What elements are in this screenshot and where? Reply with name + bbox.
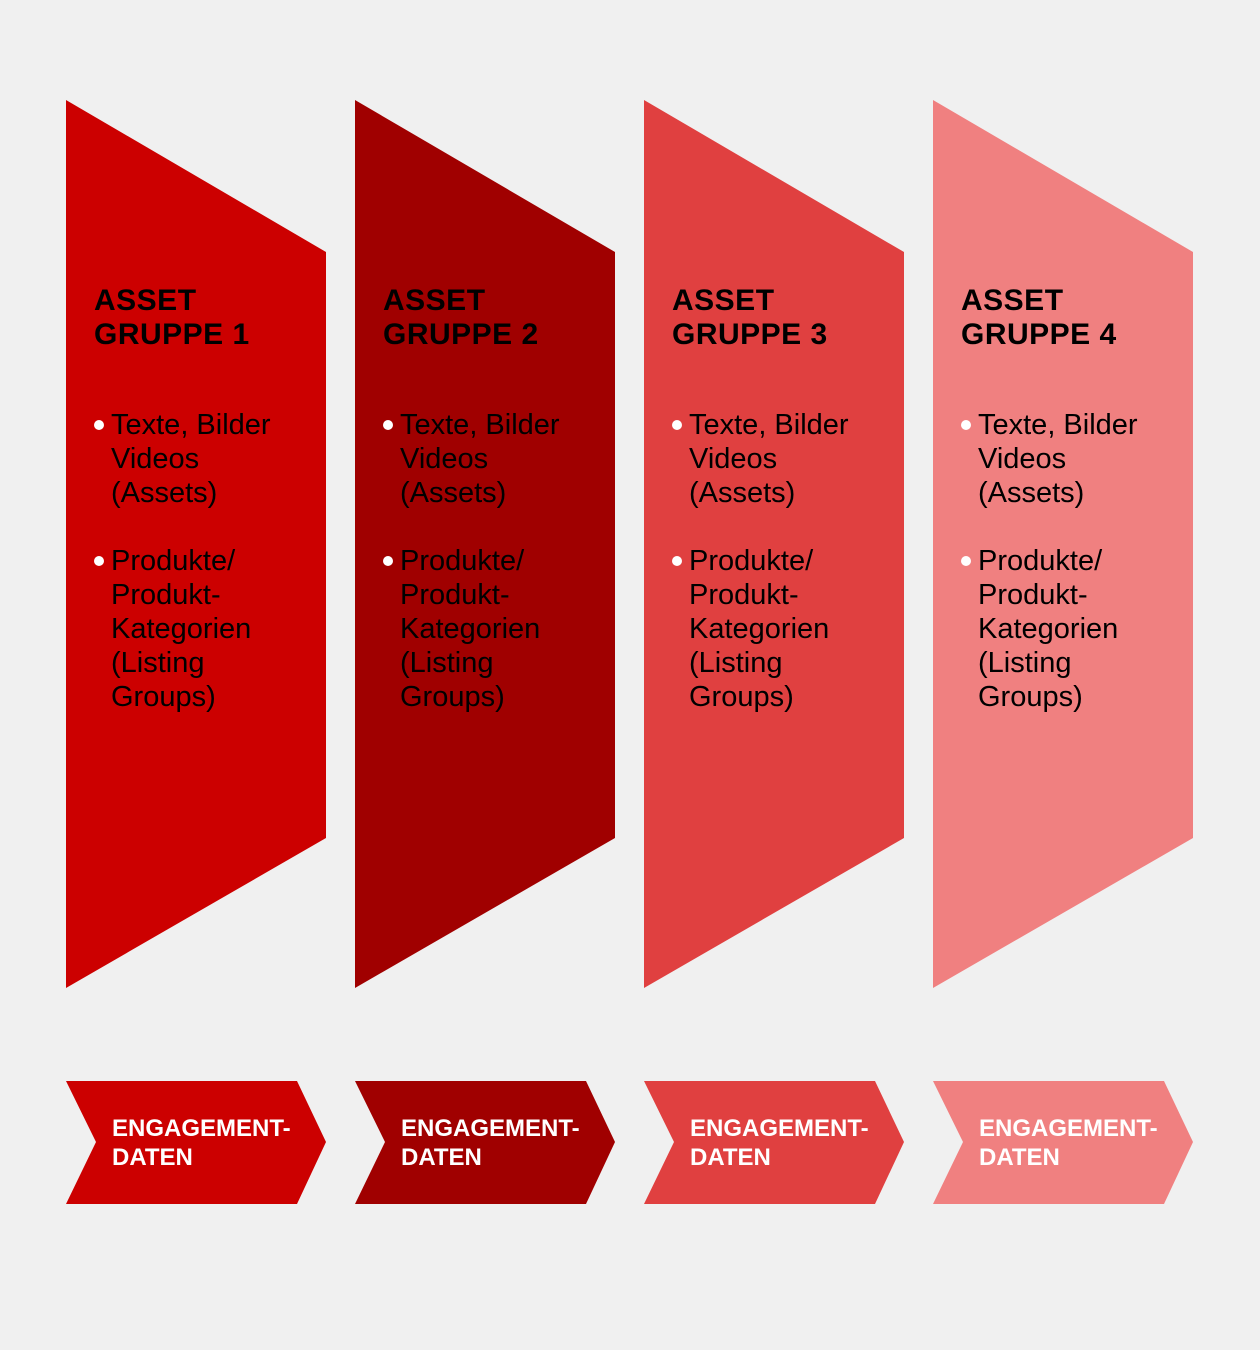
bullet-line: (Listing <box>111 647 205 679</box>
bullet-line: (Assets) <box>978 477 1085 509</box>
bullet-line: (Assets) <box>689 477 796 509</box>
bullet-line: Produkte/ <box>111 545 236 577</box>
engagement-label: ENGAGEMENT- DATEN <box>112 1114 291 1172</box>
bullet-dot-icon <box>383 420 393 430</box>
engagement-line: ENGAGEMENT- <box>979 1115 1158 1142</box>
bullet-line: Texte, Bilder <box>978 409 1138 441</box>
engagement-line: ENGAGEMENT- <box>690 1115 869 1142</box>
engagement-line: DATEN <box>690 1144 771 1171</box>
engagement-label: ENGAGEMENT- DATEN <box>979 1114 1158 1172</box>
asset-group-title: ASSET GRUPPE 2 <box>383 284 539 352</box>
engagement-label: ENGAGEMENT- DATEN <box>690 1114 869 1172</box>
title-line: ASSET <box>672 284 775 317</box>
engagement-arrow-1 <box>66 1081 326 1204</box>
engagement-arrow-3 <box>644 1081 904 1204</box>
bullet-line: (Assets) <box>400 477 507 509</box>
bullet-item: Texte, Bilder Videos (Assets) <box>672 408 849 510</box>
bullet-line: Produkt- <box>978 579 1088 611</box>
asset-group-3-panel <box>644 100 904 988</box>
bullet-line: Groups) <box>689 681 794 713</box>
title-line: GRUPPE 1 <box>94 318 250 351</box>
title-line: GRUPPE 2 <box>383 318 539 351</box>
asset-group-title: ASSET GRUPPE 3 <box>672 284 828 352</box>
bullet-line: Videos <box>111 443 200 475</box>
asset-group-title: ASSET GRUPPE 1 <box>94 284 250 352</box>
bullet-line: (Listing <box>400 647 494 679</box>
title-line: ASSET <box>94 284 197 317</box>
bullet-item: Texte, Bilder Videos (Assets) <box>94 408 271 510</box>
bullet-line: Produkt- <box>111 579 221 611</box>
bullet-dot-icon <box>961 556 971 566</box>
engagement-arrow-2 <box>355 1081 615 1204</box>
bullet-line: Videos <box>400 443 489 475</box>
asset-group-title: ASSET GRUPPE 4 <box>961 284 1117 352</box>
title-line: ASSET <box>961 284 1064 317</box>
bullet-line: Produkt- <box>400 579 510 611</box>
bullet-dot-icon <box>672 556 682 566</box>
bullet-item: Texte, Bilder Videos (Assets) <box>961 408 1138 510</box>
title-line: GRUPPE 3 <box>672 318 828 351</box>
bullet-line: Groups) <box>978 681 1083 713</box>
bullet-line: (Listing <box>689 647 783 679</box>
engagement-line: ENGAGEMENT- <box>112 1115 291 1142</box>
title-line: ASSET <box>383 284 486 317</box>
bullet-line: Texte, Bilder <box>689 409 849 441</box>
bullet-line: Kategorien <box>978 613 1119 645</box>
asset-group-2-panel <box>355 100 615 988</box>
engagement-arrow-4 <box>933 1081 1193 1204</box>
bullet-dot-icon <box>94 420 104 430</box>
bullet-item: Produkte/Produkt- Kategorien (Listing Group… <box>961 544 1119 714</box>
bullet-line: Groups) <box>111 681 216 713</box>
bullet-line: Kategorien <box>689 613 830 645</box>
bullet-line: Videos <box>689 443 778 475</box>
bullet-line: Produkte/ <box>978 545 1103 577</box>
engagement-line: DATEN <box>112 1144 193 1171</box>
engagement-line: DATEN <box>979 1144 1060 1171</box>
bullet-item: Produkte/Produkt- Kategorien (Listing Group… <box>383 544 541 714</box>
bullet-dot-icon <box>94 556 104 566</box>
asset-group-4-panel <box>933 100 1193 988</box>
bullet-line: Videos <box>978 443 1067 475</box>
bullet-line: Produkt- <box>689 579 799 611</box>
bullet-line: Kategorien <box>111 613 252 645</box>
engagement-line: ENGAGEMENT- <box>401 1115 580 1142</box>
bullet-item: Texte, Bilder Videos (Assets) <box>383 408 560 510</box>
bullet-item: Produkte/Produkt- Kategorien (Listing Group… <box>672 544 830 714</box>
engagement-label: ENGAGEMENT- DATEN <box>401 1114 580 1172</box>
engagement-line: DATEN <box>401 1144 482 1171</box>
bullet-item: Produkte/Produkt- Kategorien (Listing Group… <box>94 544 252 714</box>
bullet-line: (Assets) <box>111 477 218 509</box>
bullet-line: (Listing <box>978 647 1072 679</box>
bullet-dot-icon <box>383 556 393 566</box>
bullet-dot-icon <box>672 420 682 430</box>
bullet-line: Produkte/ <box>689 545 814 577</box>
bullet-line: Kategorien <box>400 613 541 645</box>
bullet-line: Texte, Bilder <box>111 409 271 441</box>
bullet-line: Texte, Bilder <box>400 409 560 441</box>
asset-group-1-panel <box>66 100 326 988</box>
bullet-dot-icon <box>961 420 971 430</box>
bullet-line: Groups) <box>400 681 505 713</box>
bullet-line: Produkte/ <box>400 545 525 577</box>
title-line: GRUPPE 4 <box>961 318 1117 351</box>
